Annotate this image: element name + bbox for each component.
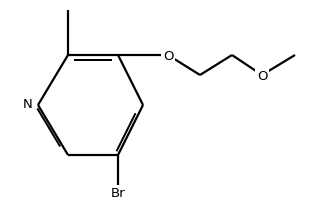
Text: N: N — [23, 98, 33, 112]
Text: O: O — [163, 50, 173, 63]
Text: Br: Br — [111, 187, 125, 200]
Text: O: O — [257, 70, 267, 83]
